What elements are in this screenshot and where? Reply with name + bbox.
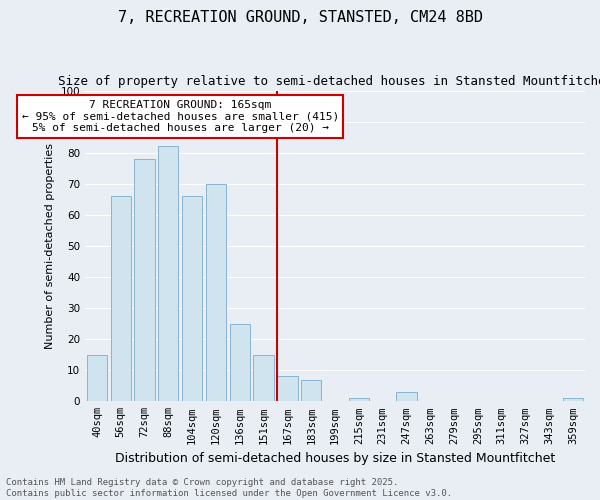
Bar — [182, 196, 202, 402]
Bar — [87, 354, 107, 402]
Text: 7 RECREATION GROUND: 165sqm
← 95% of semi-detached houses are smaller (415)
5% o: 7 RECREATION GROUND: 165sqm ← 95% of sem… — [22, 100, 339, 133]
Bar — [158, 146, 178, 402]
X-axis label: Distribution of semi-detached houses by size in Stansted Mountfitchet: Distribution of semi-detached houses by … — [115, 452, 555, 465]
Title: Size of property relative to semi-detached houses in Stansted Mountfitchet: Size of property relative to semi-detach… — [58, 75, 600, 88]
Bar — [253, 354, 274, 402]
Text: Contains HM Land Registry data © Crown copyright and database right 2025.
Contai: Contains HM Land Registry data © Crown c… — [6, 478, 452, 498]
Bar — [206, 184, 226, 402]
Text: 7, RECREATION GROUND, STANSTED, CM24 8BD: 7, RECREATION GROUND, STANSTED, CM24 8BD — [118, 10, 482, 25]
Bar — [277, 376, 298, 402]
Bar — [397, 392, 416, 402]
Bar — [563, 398, 583, 402]
Bar — [110, 196, 131, 402]
Bar — [349, 398, 369, 402]
Bar — [134, 159, 155, 402]
Y-axis label: Number of semi-detached properties: Number of semi-detached properties — [45, 143, 55, 349]
Bar — [230, 324, 250, 402]
Bar — [301, 380, 322, 402]
